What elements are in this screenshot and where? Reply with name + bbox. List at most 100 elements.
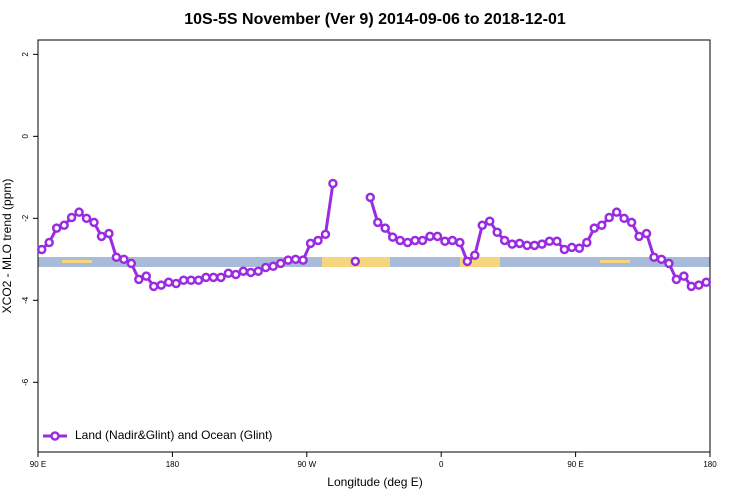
data-point	[447, 235, 458, 246]
data-point	[201, 272, 211, 283]
data-point	[51, 223, 62, 233]
x-tick-label: 90 W	[297, 460, 316, 469]
data-point	[387, 232, 398, 242]
data-point	[596, 220, 607, 231]
data-point	[634, 231, 644, 242]
x-tick-label: 90 E	[30, 460, 46, 469]
data-point	[529, 240, 540, 251]
data-point	[89, 217, 99, 228]
data-point	[671, 274, 682, 285]
data-point	[425, 231, 435, 242]
data-point	[223, 268, 234, 279]
data-point	[350, 256, 361, 267]
data-point	[66, 212, 77, 223]
data-point	[567, 242, 577, 253]
data-point	[283, 255, 293, 265]
data-point	[604, 212, 614, 223]
data-point	[36, 244, 47, 255]
x-axis-label: Longitude (deg E)	[327, 475, 422, 489]
data-point	[477, 220, 488, 231]
y-tick-label: -6	[21, 378, 30, 386]
data-point	[440, 236, 450, 247]
data-point	[111, 252, 122, 263]
data-point	[163, 277, 174, 288]
data-point	[514, 238, 525, 249]
data-point	[44, 237, 54, 248]
data-point	[275, 258, 286, 269]
data-point	[410, 235, 420, 246]
data-point	[134, 274, 144, 285]
data-point	[455, 237, 465, 248]
data-point	[432, 231, 443, 242]
data-point	[641, 228, 652, 239]
data-point	[81, 213, 92, 224]
data-point	[679, 271, 689, 281]
data-point	[544, 236, 555, 247]
data-point	[126, 258, 137, 269]
y-tick-label: 0	[21, 134, 30, 139]
data-point	[313, 235, 323, 246]
data-point	[231, 269, 241, 280]
data-point	[507, 239, 517, 249]
data-point	[104, 228, 114, 239]
y-tick-label: 2	[21, 52, 30, 57]
data-point	[499, 235, 510, 246]
data-point	[96, 231, 107, 242]
legend-marker	[50, 431, 60, 441]
data-point	[582, 237, 592, 248]
data-point	[611, 207, 622, 217]
data-point	[260, 262, 271, 273]
x-tick-label: 180	[166, 460, 180, 469]
data-point	[216, 272, 226, 283]
data-point	[186, 275, 196, 285]
data-point	[574, 243, 585, 254]
x-tick-label: 180	[703, 460, 717, 469]
y-tick-label: -4	[21, 296, 30, 304]
data-point	[372, 217, 383, 228]
data-point	[664, 258, 674, 269]
data-point	[253, 266, 264, 276]
data-point	[589, 223, 600, 233]
data-point	[74, 207, 84, 217]
y-axis-label: XCO2 - MLO trend (ppm)	[0, 179, 14, 314]
data-point	[365, 192, 376, 203]
data-point	[238, 266, 249, 276]
data-point	[492, 227, 502, 238]
data-point	[522, 240, 532, 251]
data-point	[402, 237, 413, 248]
data-point	[246, 267, 256, 278]
data-point	[328, 178, 338, 189]
data-point	[395, 235, 405, 246]
data-point	[649, 252, 659, 263]
data-point	[208, 272, 219, 283]
data-point	[59, 220, 69, 231]
legend-label: Land (Nadir&Glint) and Ocean (Glint)	[75, 428, 272, 442]
data-point	[305, 238, 316, 249]
chart-title: 10S-5S November (Ver 9) 2014-09-06 to 20…	[184, 11, 566, 28]
x-tick-label: 90 E	[567, 460, 583, 469]
data-point	[141, 271, 152, 281]
data-point	[619, 213, 629, 224]
data-point	[552, 236, 562, 247]
data-point	[178, 275, 189, 285]
data-point	[171, 278, 181, 289]
data-point	[559, 244, 570, 255]
data-point	[484, 216, 495, 226]
data-point	[626, 217, 637, 228]
data-point	[470, 250, 480, 260]
data-point	[417, 235, 428, 246]
data-point	[156, 280, 166, 290]
data-point	[701, 277, 712, 288]
data-point	[193, 275, 204, 285]
data-point	[380, 223, 390, 233]
x-tick-label: 0	[439, 460, 444, 469]
data-point	[462, 256, 473, 267]
data-point	[298, 255, 308, 265]
data-point	[686, 281, 697, 292]
plot-frame	[37, 39, 711, 453]
data-point	[320, 229, 331, 240]
data-point	[537, 239, 547, 249]
data-point	[290, 254, 301, 265]
y-tick-label: -2	[21, 214, 30, 222]
